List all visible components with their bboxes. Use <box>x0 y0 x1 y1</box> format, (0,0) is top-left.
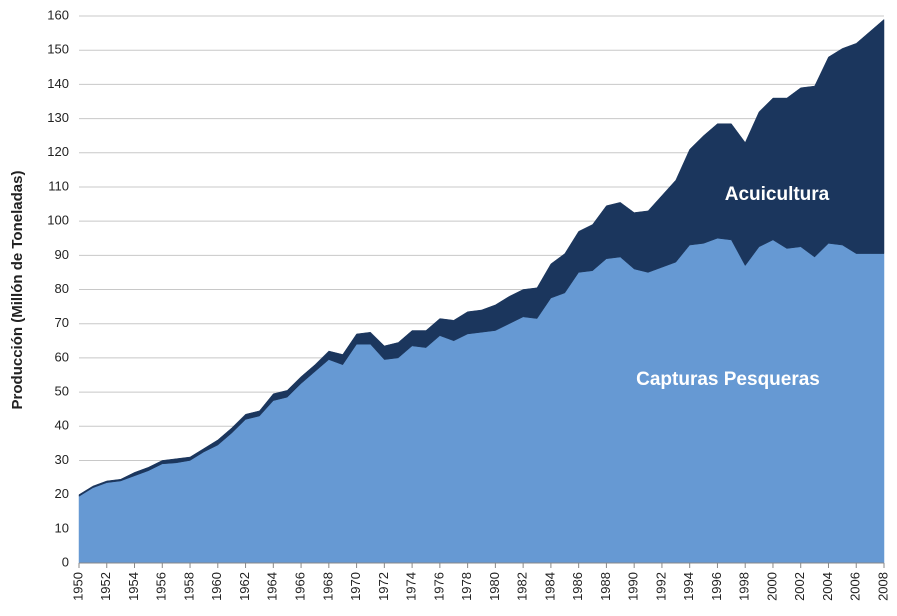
x-tick-label: 1980 <box>487 572 502 601</box>
y-tick-label: 70 <box>55 315 69 330</box>
x-tick-label: 2004 <box>820 572 835 601</box>
y-tick-label: 140 <box>47 76 69 91</box>
x-tick-label: 1954 <box>126 572 141 601</box>
x-tick-label: 1960 <box>209 572 224 601</box>
y-tick-label: 150 <box>47 42 69 57</box>
x-tick-label: 1950 <box>70 572 85 601</box>
y-tick-label: 120 <box>47 144 69 159</box>
x-tick-label: 1988 <box>598 572 613 601</box>
x-tick-label: 1984 <box>542 572 557 601</box>
x-tick-label: 2000 <box>764 572 779 601</box>
x-tick-label: 1976 <box>431 572 446 601</box>
y-tick-label: 80 <box>55 281 69 296</box>
x-tick-label: 1986 <box>570 572 585 601</box>
x-tick-label: 1998 <box>737 572 752 601</box>
area <box>78 18 885 497</box>
x-tick-label: 2008 <box>875 572 890 601</box>
area <box>78 237 885 564</box>
y-tick-label: 40 <box>55 418 69 433</box>
x-tick-label: 1990 <box>626 572 641 601</box>
y-tick-label: 130 <box>47 110 69 125</box>
x-tick-label: 1982 <box>515 572 530 601</box>
x-tick-label: 1970 <box>348 572 363 601</box>
x-tick-label: 1992 <box>653 572 668 601</box>
y-tick-label: 30 <box>55 452 69 467</box>
y-tick-label: 90 <box>55 247 69 262</box>
x-tick-label: 1966 <box>293 572 308 601</box>
x-tick-label: 1972 <box>376 572 391 601</box>
x-tick-label: 2002 <box>792 572 807 601</box>
x-tick-label: 2006 <box>848 572 863 601</box>
x-tick-label: 1978 <box>459 572 474 601</box>
y-tick-label: 110 <box>48 178 69 193</box>
x-tick-label: 1952 <box>98 572 113 601</box>
x-tick-label: 1956 <box>154 572 169 601</box>
area-label: Capturas Pesqueras <box>636 369 820 390</box>
y-tick-label: 60 <box>55 349 69 364</box>
y-tick-label: 0 <box>62 554 69 569</box>
x-tick-label: 1994 <box>681 572 696 601</box>
y-tick-label: 20 <box>55 486 69 501</box>
y-tick-label: 10 <box>55 520 69 535</box>
x-tick-label: 1968 <box>320 572 335 601</box>
x-tick-label: 1962 <box>237 572 252 601</box>
x-tick-label: 1964 <box>265 572 280 601</box>
x-tick-label: 1996 <box>709 572 724 601</box>
y-tick-label: 50 <box>55 384 69 399</box>
y-tick-label: 160 <box>47 7 69 22</box>
y-tick-label: 100 <box>47 213 69 228</box>
y-axis-label: Producción (Millón de Toneladas) <box>9 171 26 410</box>
x-tick-label: 1958 <box>181 572 196 601</box>
x-tick-label: 1974 <box>404 572 419 601</box>
area-label: Acuicultura <box>725 184 830 205</box>
